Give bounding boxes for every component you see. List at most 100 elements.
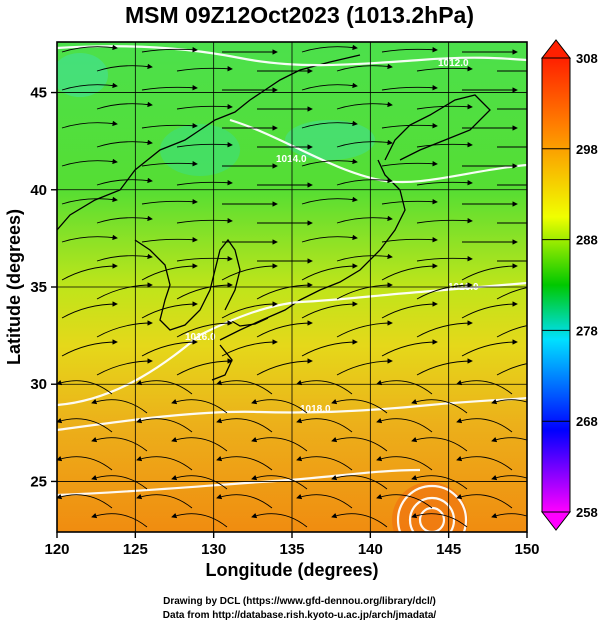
streamline — [416, 104, 473, 110]
streamline — [381, 339, 438, 357]
isobar-label-3: 1016.0 — [448, 282, 479, 293]
streamline — [141, 161, 198, 167]
streamline — [141, 339, 198, 357]
streamline — [96, 101, 153, 110]
x-tick-label: 140 — [358, 541, 383, 558]
colorbar-tick-label: 278 — [576, 323, 598, 338]
streamline — [176, 142, 233, 148]
streamline — [176, 256, 233, 262]
streamline — [171, 513, 228, 528]
y-tick-label: 40 — [30, 182, 47, 199]
streamline — [57, 380, 113, 395]
isobars — [57, 45, 527, 532]
streamline — [61, 301, 118, 319]
streamline — [296, 380, 353, 395]
streamline — [416, 66, 473, 72]
streamline — [61, 339, 118, 357]
streamline — [176, 320, 233, 338]
streamline — [296, 456, 353, 471]
streamline — [461, 263, 518, 281]
isobar-label-2: 1014.0 — [276, 154, 307, 165]
streamline — [336, 358, 393, 376]
x-tick-label: 150 — [514, 541, 539, 558]
streamline — [456, 494, 513, 509]
streamline — [376, 418, 433, 433]
streamline — [381, 47, 438, 53]
streamline — [216, 456, 273, 471]
streamline — [91, 475, 148, 490]
streamline — [336, 101, 393, 110]
streamline — [176, 358, 233, 376]
streamline — [136, 456, 193, 471]
streamline — [416, 256, 473, 262]
y-tick-label: 30 — [30, 376, 47, 393]
streamline — [57, 418, 113, 433]
streamline — [301, 196, 358, 205]
streamline — [376, 380, 433, 395]
streamline — [57, 494, 113, 509]
streamline — [296, 494, 353, 509]
streamline — [381, 161, 438, 167]
streamline — [91, 513, 148, 528]
x-axis-label: Longitude (degrees) — [205, 560, 378, 580]
streamline — [491, 399, 527, 405]
streamline — [416, 180, 473, 186]
streamline — [176, 104, 233, 110]
streamline — [336, 253, 393, 262]
streamline — [141, 199, 198, 205]
streamline — [376, 494, 433, 509]
streamline — [411, 475, 468, 490]
streamline — [336, 320, 393, 338]
x-tick-label: 135 — [279, 541, 304, 558]
streamline — [61, 82, 118, 91]
streamline — [416, 358, 473, 376]
streamline — [221, 263, 278, 281]
streamline — [456, 418, 513, 433]
streamline — [296, 418, 353, 433]
streamline — [331, 475, 388, 490]
streamline — [301, 263, 358, 281]
streamline — [336, 282, 393, 300]
y-tick-label: 35 — [30, 279, 47, 296]
streamline — [96, 139, 153, 148]
streamline — [381, 85, 438, 91]
colorbar-tick-label: 258 — [576, 505, 598, 520]
x-tick-label: 130 — [201, 541, 226, 558]
streamline — [176, 218, 233, 224]
streamline — [176, 66, 233, 72]
streamline — [411, 399, 468, 414]
y-tick-label: 25 — [30, 473, 47, 490]
colorbar: 308 298 288 278 268 258 — [540, 39, 598, 531]
streamline — [331, 513, 388, 528]
streamline — [141, 263, 198, 281]
streamline — [251, 437, 308, 452]
streamline — [416, 282, 473, 300]
streamline — [61, 196, 118, 205]
streamline — [381, 301, 438, 319]
streamline — [496, 287, 527, 300]
streamline — [336, 215, 393, 224]
streamline — [176, 282, 233, 300]
streamline — [381, 237, 438, 243]
streamline — [336, 177, 393, 186]
streamline — [171, 475, 228, 490]
streamline — [301, 158, 358, 167]
streamline — [461, 339, 518, 357]
streamline — [96, 253, 153, 262]
streamline — [381, 123, 438, 129]
isobar-label-1: 1012.0 — [438, 58, 469, 69]
streamline — [141, 301, 198, 319]
credit-drawing: Drawing by DCL (https://www.gfd-dennou.o… — [163, 596, 436, 607]
y-tick-label: 45 — [30, 85, 47, 102]
streamline — [416, 218, 473, 224]
streamline — [301, 301, 358, 319]
streamline — [136, 494, 193, 509]
x-axis-ticks: 120 125 130 135 140 145 150 — [44, 532, 540, 558]
streamline — [381, 263, 438, 281]
streamline — [171, 399, 228, 414]
streamline — [57, 456, 113, 471]
streamline — [61, 234, 118, 243]
lat-lon-grid — [57, 42, 527, 532]
streamline — [301, 44, 358, 53]
